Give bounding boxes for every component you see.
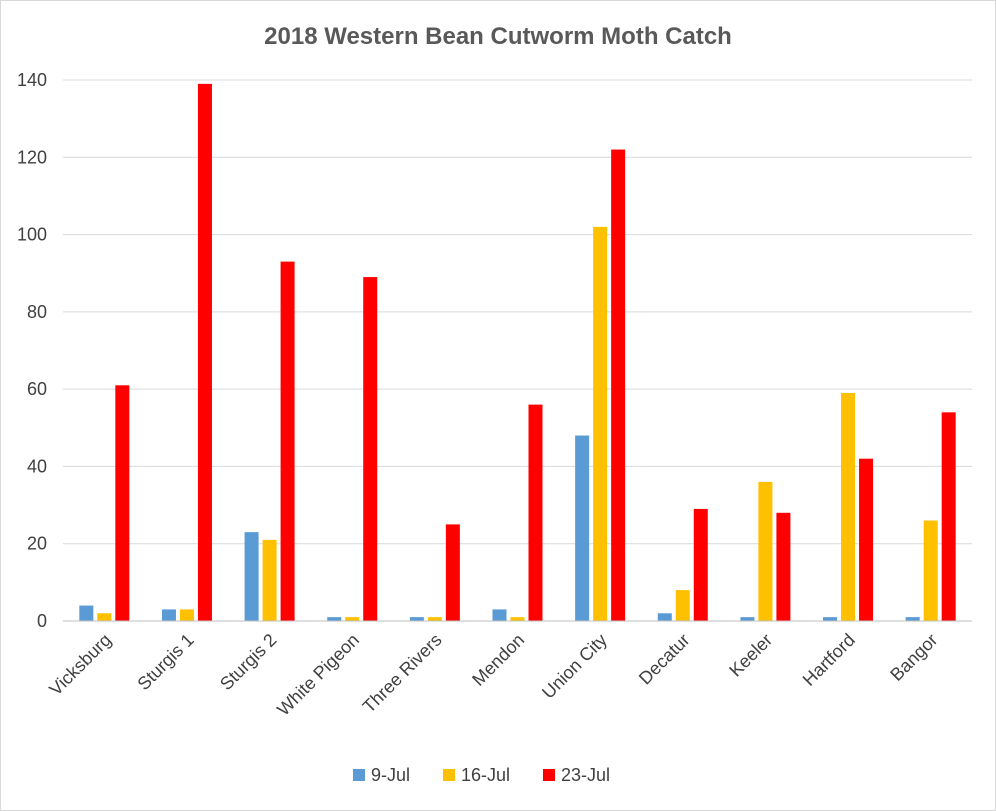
bar-23-Jul — [445, 524, 460, 621]
legend-label: 9-Jul — [371, 765, 410, 785]
bar-23-Jul — [693, 508, 708, 621]
bar-9-Jul — [161, 609, 176, 621]
bar-23-Jul — [280, 261, 295, 621]
x-category-label: Bangor — [886, 630, 941, 685]
x-category-label: Three Rivers — [359, 630, 446, 717]
y-tick-label: 0 — [37, 611, 47, 631]
bar-23-Jul — [776, 512, 791, 621]
bar-16-Jul — [758, 481, 773, 621]
bar-16-Jul — [675, 590, 690, 621]
legend-swatch — [353, 769, 365, 781]
y-tick-label: 80 — [27, 302, 47, 322]
legend: 9-Jul 16-Jul 23-Jul — [353, 765, 610, 785]
x-category-label: Hartford — [799, 630, 859, 690]
bar-23-Jul — [941, 412, 956, 621]
bar-16-Jul — [593, 226, 608, 622]
y-tick-label: 140 — [17, 70, 47, 90]
bar-9-Jul — [657, 613, 672, 621]
x-category-label: Vicksburg — [45, 630, 115, 700]
legend-label: 16-Jul — [461, 765, 510, 785]
x-category-label: White Pigeon — [273, 630, 363, 720]
x-category-label: Keeler — [725, 630, 776, 681]
bar-16-Jul — [427, 617, 442, 621]
x-category-label: Union City — [538, 630, 611, 703]
bar-9-Jul — [409, 617, 424, 621]
x-category-label: Mendon — [468, 630, 528, 690]
bar-16-Jul — [841, 393, 856, 621]
bar-9-Jul — [79, 605, 94, 621]
bar-9-Jul — [327, 617, 342, 621]
bar-9-Jul — [244, 532, 259, 621]
y-tick-label: 120 — [17, 147, 47, 167]
x-category-label: Decatur — [635, 630, 694, 689]
bar-16-Jul — [923, 520, 938, 621]
chart-title: 2018 Western Bean Cutworm Moth Catch — [264, 23, 732, 50]
x-category-label: Sturgis 1 — [133, 630, 197, 694]
bar-23-Jul — [363, 277, 378, 621]
y-tick-label: 100 — [17, 225, 47, 245]
bar-23-Jul — [859, 458, 874, 621]
bar-9-Jul — [492, 609, 507, 621]
bar-9-Jul — [740, 617, 755, 621]
y-tick-label: 20 — [27, 534, 47, 554]
bar-23-Jul — [197, 83, 212, 622]
bar-9-Jul — [905, 617, 920, 621]
gridlines — [63, 79, 972, 545]
y-tick-label: 60 — [27, 379, 47, 399]
bar-16-Jul — [345, 617, 360, 621]
x-category-label: Sturgis 2 — [216, 630, 280, 694]
legend-swatch — [543, 769, 555, 781]
bar-16-Jul — [510, 617, 525, 621]
bars — [79, 83, 956, 622]
legend-swatch — [443, 769, 455, 781]
bar-23-Jul — [528, 404, 543, 621]
bar-16-Jul — [262, 539, 277, 621]
bar-23-Jul — [115, 385, 130, 621]
bar-9-Jul — [575, 435, 590, 621]
y-tick-label: 40 — [27, 456, 47, 476]
bar-9-Jul — [823, 617, 838, 621]
legend-label: 23-Jul — [561, 765, 610, 785]
bar-16-Jul — [97, 613, 112, 621]
bar-16-Jul — [179, 609, 194, 621]
y-axis-ticks: 0 20 40 60 80 100 120 140 — [17, 70, 47, 631]
bar-23-Jul — [611, 149, 626, 622]
